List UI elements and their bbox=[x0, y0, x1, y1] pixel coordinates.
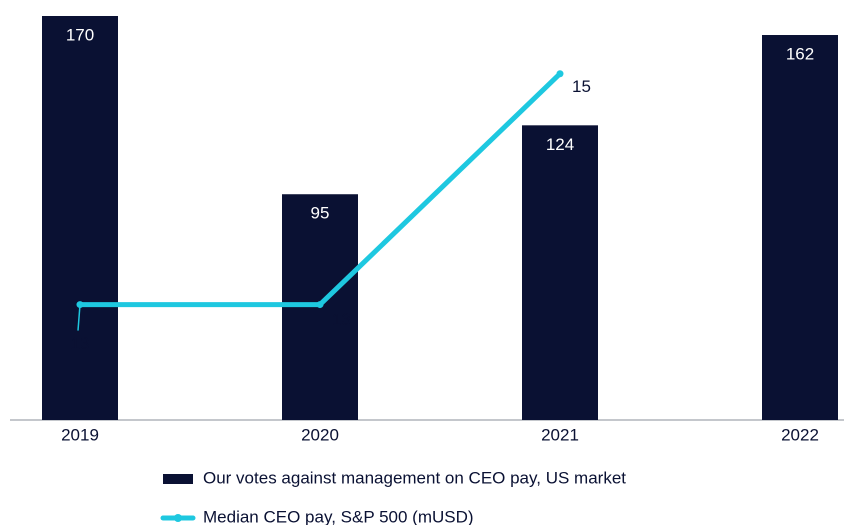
line-value-label: 15 bbox=[572, 77, 591, 96]
bar-value-label: 124 bbox=[546, 135, 574, 154]
bar-value-label: 162 bbox=[786, 44, 814, 63]
x-tick-label: 2020 bbox=[301, 425, 339, 444]
line-value-label: 13 bbox=[332, 310, 351, 329]
x-tick-label: 2021 bbox=[541, 425, 579, 444]
label-leader bbox=[77, 304, 81, 331]
line-value-label: 13 bbox=[71, 334, 90, 353]
x-tick-label: 2019 bbox=[61, 425, 99, 444]
bar-value-label: 95 bbox=[311, 204, 330, 223]
line-point bbox=[316, 301, 324, 309]
legend-swatch-dot bbox=[174, 514, 182, 522]
legend-swatch-bar bbox=[163, 474, 193, 484]
legend-label: Our votes against management on CEO pay,… bbox=[203, 468, 626, 487]
bar-value-label: 170 bbox=[66, 25, 94, 44]
bar bbox=[42, 16, 118, 420]
bar bbox=[522, 125, 598, 420]
x-tick-label: 2022 bbox=[781, 425, 819, 444]
line-point bbox=[556, 70, 564, 78]
legend-label: Median CEO pay, S&P 500 (mUSD) bbox=[203, 507, 474, 525]
bar bbox=[762, 35, 838, 420]
